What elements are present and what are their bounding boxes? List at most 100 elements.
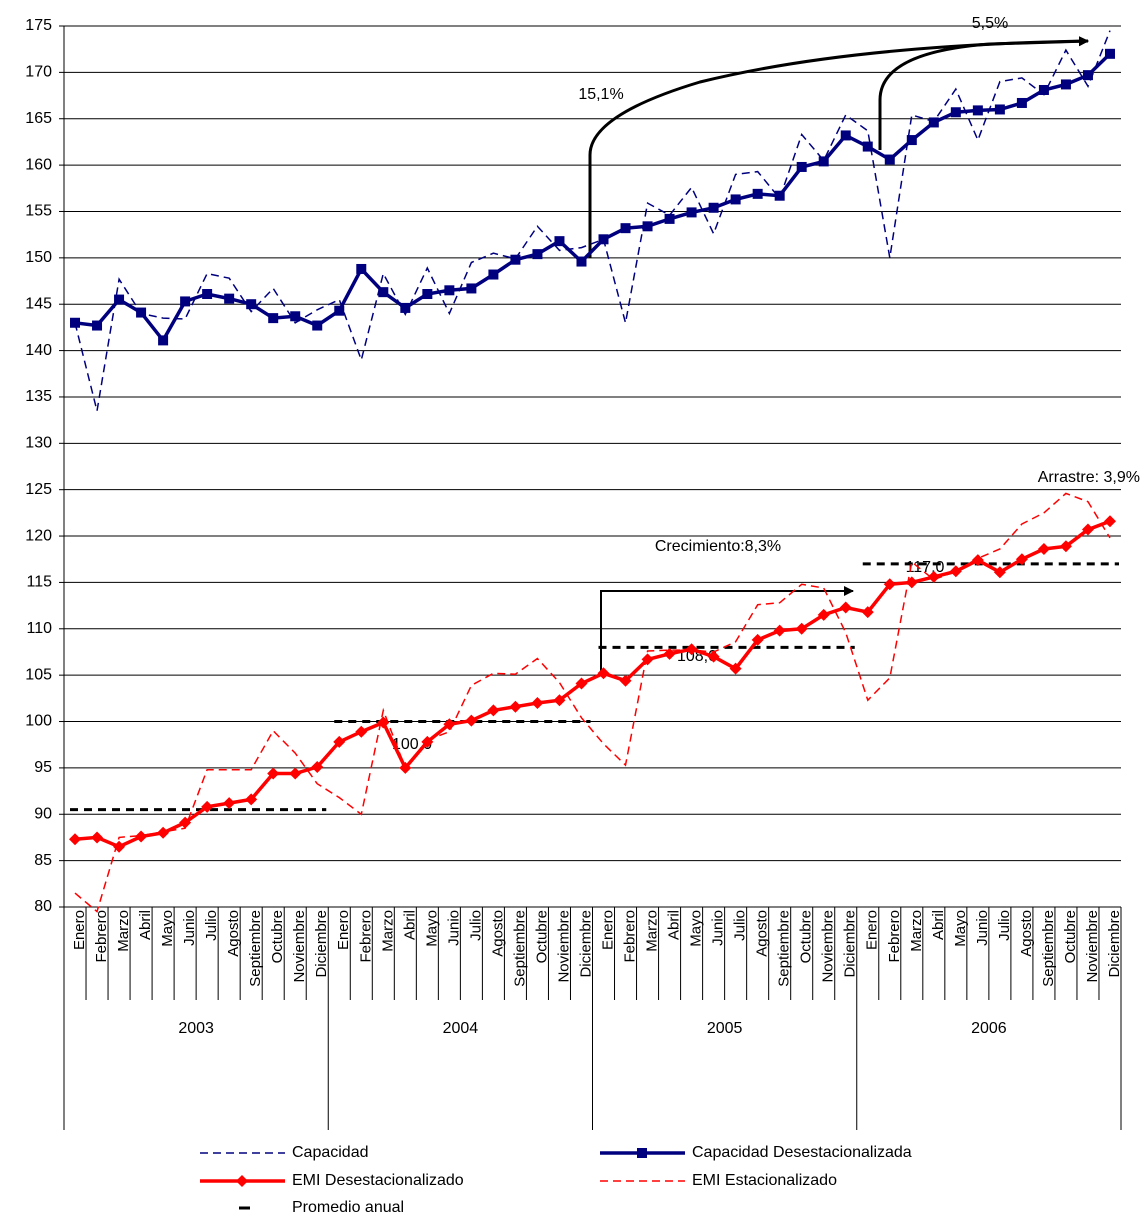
marker (641, 653, 654, 666)
legend-marker (236, 1175, 248, 1187)
marker (157, 826, 170, 839)
marker (245, 793, 258, 806)
x-tick-label: Diciembre (842, 910, 859, 978)
marker (730, 194, 741, 205)
marker (575, 677, 588, 690)
y-tick-label: 130 (25, 435, 52, 452)
legend-marker (637, 1148, 647, 1158)
y-tick-label: 120 (25, 527, 52, 544)
marker (928, 117, 939, 128)
x-tick-label: Enero (599, 910, 616, 950)
y-tick-label: 150 (25, 249, 52, 266)
marker (751, 633, 764, 646)
marker (487, 704, 500, 717)
marker (994, 104, 1005, 115)
x-tick-label: Octubre (798, 910, 815, 963)
marker (795, 622, 808, 635)
marker (356, 263, 367, 274)
y-tick-label: 165 (25, 110, 52, 127)
marker (377, 716, 390, 729)
marker (862, 141, 873, 152)
marker (224, 293, 235, 304)
x-tick-label: Julio (732, 910, 749, 941)
marker (223, 797, 236, 810)
marker (619, 674, 632, 687)
marker (597, 667, 610, 680)
marker (531, 696, 544, 709)
x-tick-label: Agosto (1018, 910, 1035, 957)
y-tick-label: 90 (34, 805, 52, 822)
marker (576, 256, 587, 267)
marker (267, 767, 280, 780)
x-tick-label: Febrero (886, 910, 903, 963)
x-tick-label: Septiembre (511, 910, 528, 987)
marker (69, 833, 82, 846)
marker (70, 317, 81, 328)
year-label: 2005 (707, 1020, 743, 1037)
x-tick-label: Febrero (622, 910, 639, 963)
legend-label: EMI Estacionalizado (692, 1172, 837, 1189)
marker (752, 188, 763, 199)
marker (664, 213, 675, 224)
marker (818, 156, 829, 167)
marker (686, 207, 697, 218)
x-tick-label: Julio (996, 910, 1013, 941)
annotation: 5,5% (972, 15, 1008, 32)
marker (861, 606, 874, 619)
x-tick-label: Marzo (379, 910, 396, 952)
x-tick-label: Junio (445, 910, 462, 946)
marker (1060, 79, 1071, 90)
marker (136, 307, 147, 318)
y-tick-label: 105 (25, 666, 52, 683)
growth-arrow (588, 36, 1089, 258)
x-tick-label: Mayo (159, 910, 176, 947)
marker (817, 608, 830, 621)
marker (135, 830, 148, 843)
legend-label: Capacidad Desestacionalizada (692, 1144, 912, 1161)
legend-label: Promedio anual (292, 1199, 404, 1216)
marker (1104, 48, 1115, 59)
marker (1082, 70, 1093, 81)
x-tick-label: Agosto (225, 910, 242, 957)
x-tick-label: Septiembre (1040, 910, 1057, 987)
y-tick-label: 95 (34, 759, 52, 776)
y-tick-label: 155 (25, 203, 52, 220)
x-tick-label: Abril (666, 910, 683, 940)
x-tick-label: Abril (137, 910, 154, 940)
x-tick-label: Julio (203, 910, 220, 941)
marker (466, 283, 477, 294)
marker (663, 647, 676, 660)
legend-label: EMI Desestacionalizado (292, 1172, 464, 1189)
growth-arrow (878, 36, 1089, 150)
x-tick-label: Octubre (533, 910, 550, 963)
marker (158, 335, 169, 346)
x-tick-label: Diciembre (577, 910, 594, 978)
x-tick-label: Febrero (357, 910, 374, 963)
x-tick-label: Junio (710, 910, 727, 946)
marker (532, 249, 543, 260)
marker (642, 221, 653, 232)
y-tick-label: 170 (25, 64, 52, 81)
y-tick-label: 115 (26, 574, 52, 591)
marker (598, 234, 609, 245)
x-tick-label: Noviembre (555, 910, 572, 983)
marker (290, 311, 301, 322)
marker (444, 285, 455, 296)
marker (202, 289, 213, 300)
annotation: Arrastre: 3,9% (1038, 469, 1140, 486)
marker (400, 302, 411, 313)
marker (114, 294, 125, 305)
y-tick-label: 125 (25, 481, 52, 498)
x-tick-label: Diciembre (1106, 910, 1123, 978)
marker (488, 269, 499, 280)
marker (685, 643, 698, 656)
marker (553, 694, 566, 707)
annotation: Crecimiento:8,3% (655, 538, 781, 555)
annotation: 15,1% (578, 86, 623, 103)
marker (1037, 543, 1050, 556)
x-tick-label: Junio (181, 910, 198, 946)
marker (1016, 97, 1027, 108)
marker (554, 236, 565, 247)
x-tick-label: Enero (71, 910, 88, 950)
